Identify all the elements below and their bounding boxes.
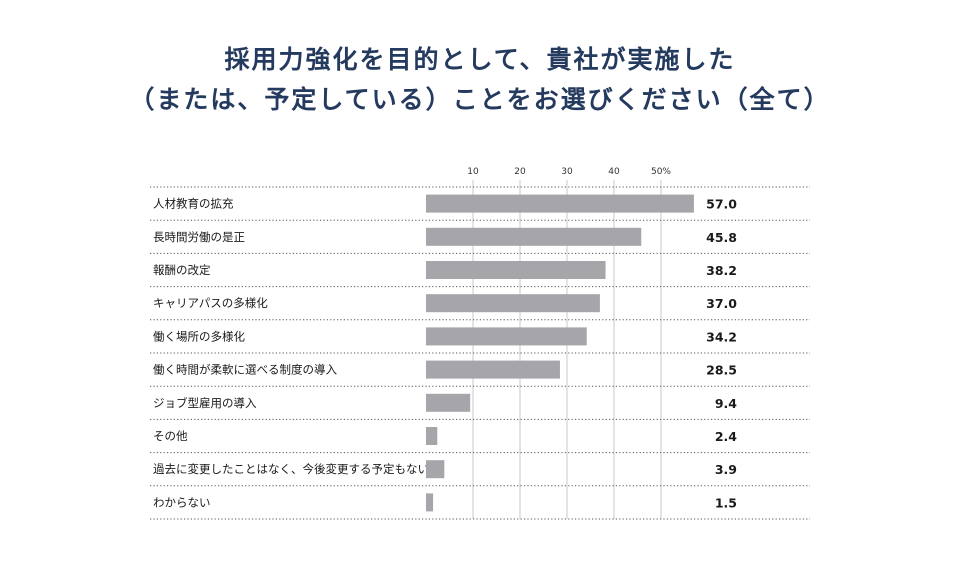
category-label: ジョブ型雇用の導入 <box>153 396 257 410</box>
category-label: キャリアパスの多様化 <box>153 296 268 310</box>
chart-title-line1: 採用力強化を目的として、貴社が実施した <box>224 45 736 74</box>
value-label: 2.4 <box>715 429 737 444</box>
category-label: 過去に変更したことはなく、今後変更する予定もない <box>153 462 429 476</box>
category-label: 人材教育の拡充 <box>153 197 234 211</box>
bar <box>426 393 471 412</box>
chart-title-line2: （または、予定している）ことをお選びください（全て） <box>129 85 831 114</box>
bar <box>426 327 587 346</box>
x-tick-label: 20 <box>514 167 526 177</box>
value-label: 34.2 <box>706 329 737 344</box>
value-label: 57.0 <box>706 197 737 212</box>
bar <box>426 460 445 479</box>
x-tick-label: 40 <box>608 167 620 177</box>
value-label: 9.4 <box>715 396 737 411</box>
value-label: 37.0 <box>706 296 737 311</box>
bar <box>426 194 694 213</box>
bar <box>426 360 560 379</box>
value-label: 28.5 <box>706 363 737 378</box>
bar <box>426 227 642 246</box>
value-label: 1.5 <box>715 495 737 510</box>
x-tick-label: 50% <box>651 167 671 177</box>
category-label: 長時間労働の是正 <box>153 230 245 244</box>
category-label: 報酬の改定 <box>153 263 211 277</box>
bar <box>426 294 600 313</box>
category-label: その他 <box>153 429 188 443</box>
category-label: わからない <box>153 495 211 509</box>
category-label: 働く場所の多様化 <box>153 329 245 343</box>
x-tick-label: 30 <box>561 167 573 177</box>
bar <box>426 261 606 279</box>
value-label: 45.8 <box>706 230 737 245</box>
value-label: 38.2 <box>706 263 737 278</box>
bar <box>426 427 438 445</box>
category-label: 働く時間が柔軟に選べる制度の導入 <box>153 363 337 377</box>
x-tick-label: 10 <box>467 167 479 177</box>
bar <box>426 493 434 512</box>
value-label: 3.9 <box>715 462 737 477</box>
